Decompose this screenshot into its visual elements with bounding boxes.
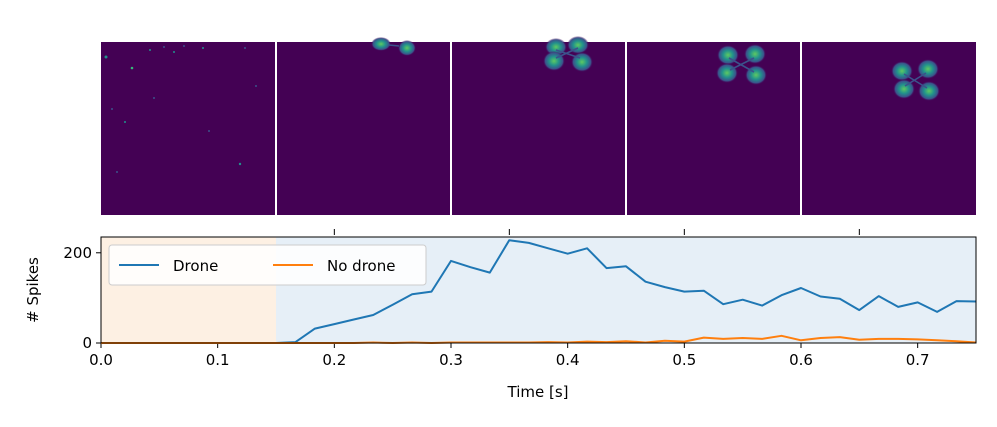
legend-label-no-drone: No drone	[327, 257, 395, 275]
legend: Drone No drone	[108, 244, 427, 286]
x-tick-label: 0.6	[789, 351, 813, 369]
x-tick-label: 0.1	[206, 351, 230, 369]
x-axis-label: Time [s]	[507, 383, 569, 401]
x-tick-label: 0.4	[556, 351, 580, 369]
event-frames-strip	[101, 36, 976, 215]
y-axis-label: # Spikes	[24, 257, 42, 323]
y-tick-label: 200	[63, 244, 92, 262]
legend-label-drone: Drone	[173, 257, 218, 275]
x-tick-label: 0.7	[906, 351, 930, 369]
frame-time-ticks	[333, 229, 860, 235]
axis-ticks: 0.0 0.1 0.2 0.3 0.4 0.5 0.6 0.7 0 200	[63, 244, 929, 369]
plot-frame	[100, 236, 977, 344]
x-tick-label: 0.0	[89, 351, 113, 369]
event-frame-2	[371, 37, 416, 56]
x-tick-label: 0.5	[672, 351, 696, 369]
x-tick-label: 0.3	[439, 351, 463, 369]
spike-plot: 0.0 0.1 0.2 0.3 0.4 0.5 0.6 0.7 0 200 Drone No dr…	[24, 236, 977, 401]
x-tick-label: 0.2	[322, 351, 346, 369]
legend-box	[108, 244, 427, 286]
event-frames-background	[101, 42, 976, 215]
y-tick-label: 0	[82, 334, 92, 352]
event-frame-1	[104, 45, 257, 173]
event-frame-4	[716, 44, 767, 85]
series-line-drone	[101, 239, 977, 344]
event-frame-3	[543, 36, 593, 72]
event-frame-5	[891, 59, 940, 101]
